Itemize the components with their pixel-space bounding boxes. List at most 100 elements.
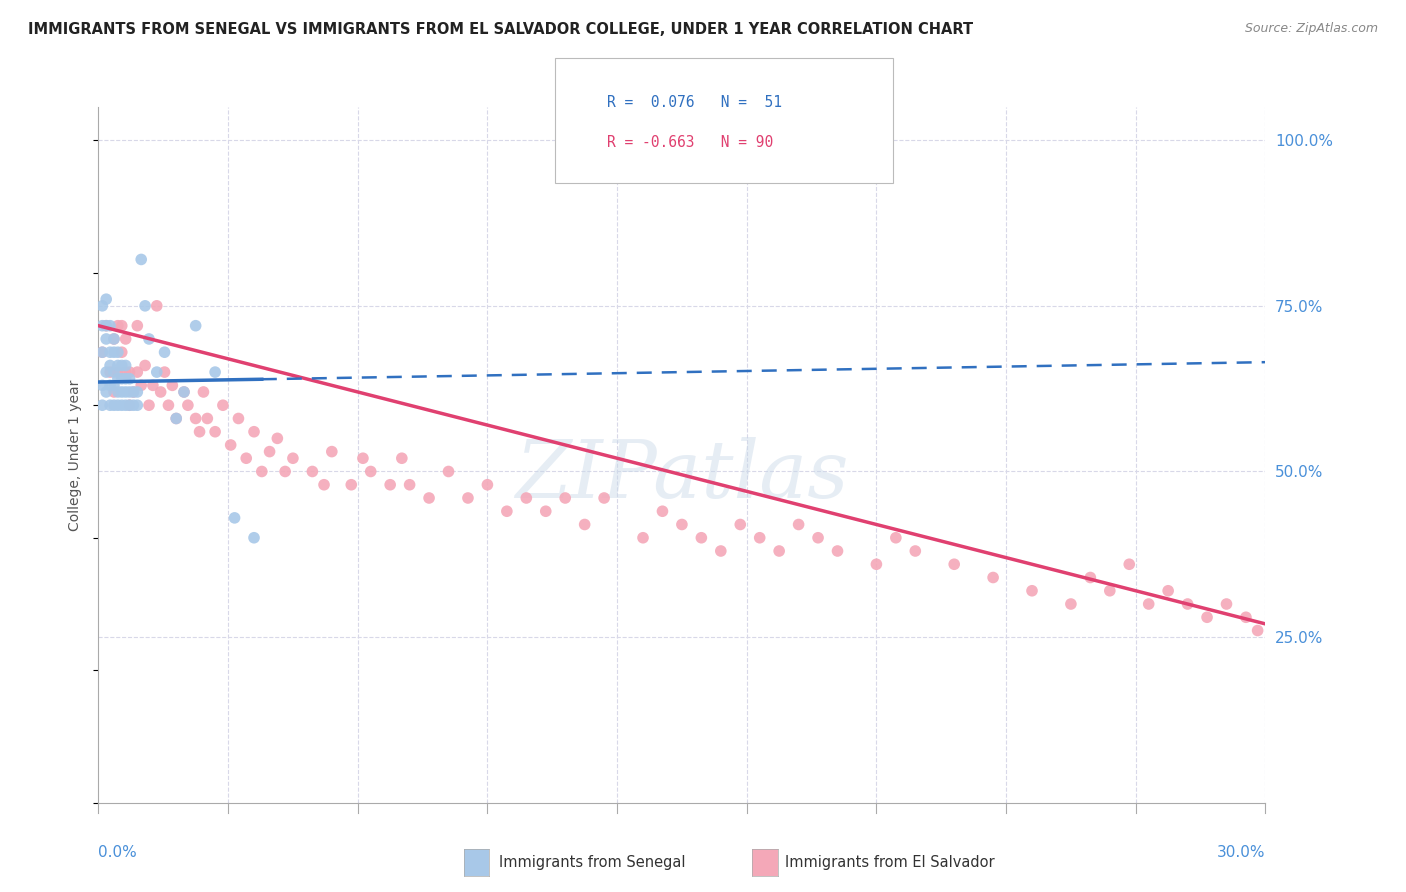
- Point: [671, 517, 693, 532]
- Point: [710, 544, 733, 558]
- Point: [149, 384, 172, 399]
- Point: [398, 477, 420, 491]
- Point: [103, 398, 125, 412]
- Point: [228, 411, 250, 425]
- Point: [593, 491, 616, 505]
- Point: [943, 558, 966, 572]
- Point: [259, 444, 281, 458]
- Point: [418, 491, 440, 505]
- Point: [103, 384, 125, 399]
- Point: [515, 491, 537, 505]
- Point: [129, 252, 152, 267]
- Point: [162, 378, 184, 392]
- Point: [360, 465, 382, 479]
- Point: [107, 318, 129, 333]
- Point: [352, 451, 374, 466]
- Point: [103, 378, 125, 392]
- Point: [96, 384, 118, 399]
- Point: [165, 411, 187, 425]
- Point: [1234, 610, 1257, 624]
- Point: [96, 332, 118, 346]
- Point: [103, 345, 125, 359]
- Point: [904, 544, 927, 558]
- Point: [690, 531, 713, 545]
- Point: [111, 345, 134, 359]
- Point: [748, 531, 770, 545]
- Point: [111, 359, 134, 373]
- Point: [534, 504, 557, 518]
- Point: [274, 465, 297, 479]
- Point: [103, 332, 125, 346]
- Point: [118, 398, 141, 412]
- Point: [224, 511, 246, 525]
- Point: [98, 378, 121, 392]
- Point: [114, 398, 136, 412]
- Point: [807, 531, 830, 545]
- Point: [107, 345, 129, 359]
- Point: [127, 365, 149, 379]
- Point: [91, 318, 114, 333]
- Point: [391, 451, 413, 466]
- Point: [457, 491, 479, 505]
- Point: [111, 398, 134, 412]
- Point: [204, 365, 226, 379]
- Point: [98, 345, 121, 359]
- Point: [146, 365, 169, 379]
- Point: [118, 365, 141, 379]
- Point: [1080, 570, 1102, 584]
- Point: [146, 299, 169, 313]
- Point: [981, 570, 1004, 584]
- Point: [1246, 624, 1268, 638]
- Point: [184, 318, 207, 333]
- Point: [157, 398, 180, 412]
- Point: [884, 531, 907, 545]
- Point: [138, 332, 160, 346]
- Point: [340, 477, 363, 491]
- Text: IMMIGRANTS FROM SENEGAL VS IMMIGRANTS FROM EL SALVADOR COLLEGE, UNDER 1 YEAR COR: IMMIGRANTS FROM SENEGAL VS IMMIGRANTS FR…: [28, 22, 973, 37]
- Point: [111, 384, 134, 399]
- Point: [184, 411, 207, 425]
- Point: [321, 444, 343, 458]
- Point: [219, 438, 242, 452]
- Point: [787, 517, 810, 532]
- Point: [91, 345, 114, 359]
- Point: [631, 531, 654, 545]
- Point: [554, 491, 576, 505]
- Point: [91, 398, 114, 412]
- Point: [437, 465, 460, 479]
- Point: [243, 531, 266, 545]
- Text: Immigrants from Senegal: Immigrants from Senegal: [499, 855, 686, 870]
- Point: [243, 425, 266, 439]
- Point: [1195, 610, 1218, 624]
- Point: [91, 378, 114, 392]
- Point: [250, 465, 273, 479]
- Text: R = -0.663   N = 90: R = -0.663 N = 90: [607, 136, 773, 150]
- Text: 30.0%: 30.0%: [1218, 845, 1265, 860]
- Text: ZIPatlas: ZIPatlas: [515, 437, 849, 515]
- Point: [107, 359, 129, 373]
- Point: [127, 318, 149, 333]
- Point: [127, 384, 149, 399]
- Point: [138, 398, 160, 412]
- Point: [281, 451, 304, 466]
- Point: [177, 398, 200, 412]
- Point: [114, 365, 136, 379]
- Point: [107, 365, 129, 379]
- Point: [98, 359, 121, 373]
- Point: [118, 384, 141, 399]
- Point: [118, 372, 141, 386]
- Point: [91, 345, 114, 359]
- Point: [173, 384, 195, 399]
- Point: [173, 384, 195, 399]
- Point: [730, 517, 752, 532]
- Point: [153, 345, 176, 359]
- Point: [1137, 597, 1160, 611]
- Point: [129, 378, 152, 392]
- Point: [827, 544, 849, 558]
- Point: [204, 425, 226, 439]
- Point: [98, 365, 121, 379]
- Point: [91, 299, 114, 313]
- Point: [574, 517, 596, 532]
- Point: [212, 398, 235, 412]
- Point: [96, 318, 118, 333]
